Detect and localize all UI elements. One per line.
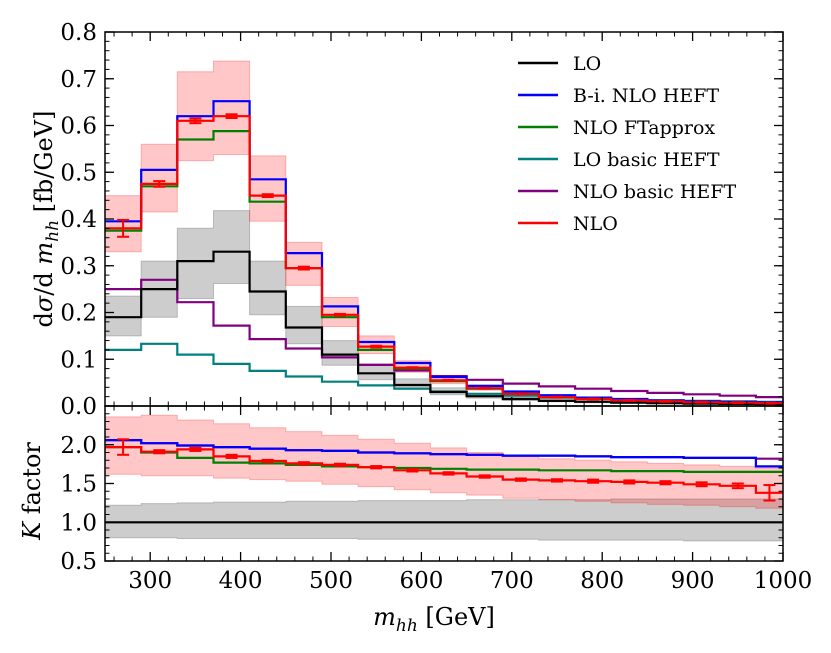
top-errorbar-nlo (587, 397, 600, 401)
bottom-ytick-label: 2.0 (60, 433, 97, 459)
bottom-errorbar-nlo (731, 482, 744, 490)
top-errorbar-nlo (117, 218, 130, 238)
x-tick-label: 300 (128, 568, 172, 594)
top-errorbar-nlo (731, 401, 744, 405)
bottom-errorbar-nlo (587, 478, 600, 484)
x-tick-label: 900 (671, 568, 715, 594)
bottom-errorbar-nlo (225, 453, 238, 459)
x-axis-title-text: mhh [GeV] (373, 603, 495, 636)
bottom-errorbar-nlo (261, 458, 274, 464)
top-errorbar-nlo (225, 113, 238, 120)
x-ticks: 300 400 500 600 700 800 900 1000 (128, 568, 812, 594)
top-errorbar-nlo (763, 401, 776, 405)
legend-label: B-i. NLO HEFT (573, 85, 719, 107)
top-ytick-label: 0.4 (60, 207, 97, 233)
bottom-errorbar-nlo (478, 474, 491, 479)
bottom-frame (104, 405, 784, 562)
bottom-series-b-i-nlo-heft (105, 439, 783, 468)
bottom-yticks: 0.5 1.0 1.5 2.0 (60, 433, 97, 575)
bottom-errorbar-nlo (117, 438, 130, 456)
bottom-errorbar-nlo (370, 465, 383, 470)
top-errorbar-nlo (334, 312, 347, 317)
top-ytick-label: 0.2 (60, 301, 97, 327)
top-errorbar-nlo (514, 392, 527, 396)
bottom-panel: 0.5 1.0 1.5 2.0 K factor 300 400 500 600 700 800… (18, 405, 812, 636)
top-errorbar-nlo (153, 180, 166, 188)
top-errorbar-nlo (297, 265, 310, 271)
bottom-errorbar-nlo (406, 468, 419, 473)
top-errorbar-nlo (189, 117, 202, 125)
legend-label: NLO FTapprox (573, 117, 715, 139)
top-ytick-label: 0.1 (60, 347, 97, 373)
bottom-y-axis-title: K factor (18, 442, 46, 541)
legend-entry-lo-basic-heft: LO basic HEFT (518, 149, 720, 171)
legend-label: NLO basic HEFT (573, 181, 736, 203)
top-errorbar-nlo (695, 400, 708, 404)
x-tick-label: 800 (580, 568, 624, 594)
top-errorbar-nlo (442, 378, 455, 382)
bottom-lines (105, 439, 783, 524)
top-y-axis-title: dσ/d mhh [fb/GeV] (30, 111, 63, 328)
x-axis-title: mhh [GeV] (373, 603, 495, 636)
bottom-errorbar-nlo (334, 462, 347, 468)
bottom-band-nlo (104, 414, 784, 509)
bottom-errorbar-nlo (442, 471, 455, 476)
top-errorbar-nlo (551, 395, 563, 399)
top-errors (117, 113, 776, 405)
top-ytick-label: 0.3 (60, 254, 97, 280)
x-tick-label: 1000 (754, 568, 813, 594)
legend-label: LO (573, 53, 601, 75)
bottom-errorbar-nlo (763, 484, 776, 502)
bottom-ytick-label: 1.0 (60, 510, 97, 536)
x-tick-label: 400 (219, 568, 263, 594)
bottom-ytick-label: 1.5 (60, 472, 97, 498)
x-tick-label: 700 (490, 568, 534, 594)
bottom-errorbar-nlo (623, 479, 636, 485)
bottom-errorbar-nlo (297, 461, 310, 466)
legend-entry-nlo: NLO (518, 213, 618, 235)
top-ytick-label: 0.7 (60, 67, 97, 93)
x-tick-label: 600 (399, 568, 443, 594)
bottom-band-lo (104, 498, 784, 542)
top-ytick-label: 0.5 (60, 160, 97, 186)
bottom-errorbar-nlo (551, 478, 563, 483)
bottom-errorbar-nlo (695, 481, 708, 488)
legend-label: LO basic HEFT (573, 149, 720, 171)
top-errorbar-nlo (478, 386, 491, 390)
top-errorbar-nlo (623, 398, 636, 402)
bottom-errorbar-nlo (514, 477, 527, 482)
legend-label: NLO (573, 213, 618, 235)
top-errorbar-nlo (659, 399, 672, 403)
legend: LO B-i. NLO HEFT NLO FTapprox LO basic HEFT… (518, 53, 736, 235)
legend-entry-b-i-nlo-heft: B-i. NLO HEFT (518, 85, 719, 107)
top-ytick-label: 0.6 (60, 114, 97, 140)
bottom-ytick-label: 0.5 (60, 549, 97, 575)
x-tick-label: 500 (309, 568, 353, 594)
top-errorbar-nlo (261, 193, 274, 199)
top-errorbar-nlo (370, 344, 383, 349)
top-bands (104, 60, 784, 406)
top-series-lo (105, 250, 783, 406)
top-yticks: 0.0 0.1 0.2 0.3 0.4 0.5 0.6 0.7 0.8 (60, 20, 97, 420)
bottom-y-axis-title-text: K factor (18, 442, 46, 541)
legend-entry-nlo-ftapprox: NLO FTapprox (518, 117, 715, 139)
legend-entry-nlo-basic-heft: NLO basic HEFT (518, 181, 736, 203)
top-errorbar-nlo (406, 366, 419, 370)
top-ytick-label: 0.0 (60, 394, 97, 420)
bottom-errorbar-nlo (659, 480, 672, 486)
bottom-errorbar-nlo (153, 449, 166, 455)
top-panel: 0.0 0.1 0.2 0.3 0.4 0.5 0.6 0.7 0.8 dσ/d mhh [fb… (30, 20, 784, 420)
top-y-axis-title-text: dσ/d mhh [fb/GeV] (30, 111, 63, 328)
bottom-errors (117, 438, 776, 502)
top-ytick-label: 0.8 (60, 20, 97, 46)
bottom-errorbar-nlo (189, 446, 202, 452)
legend-entry-lo: LO (518, 53, 601, 75)
